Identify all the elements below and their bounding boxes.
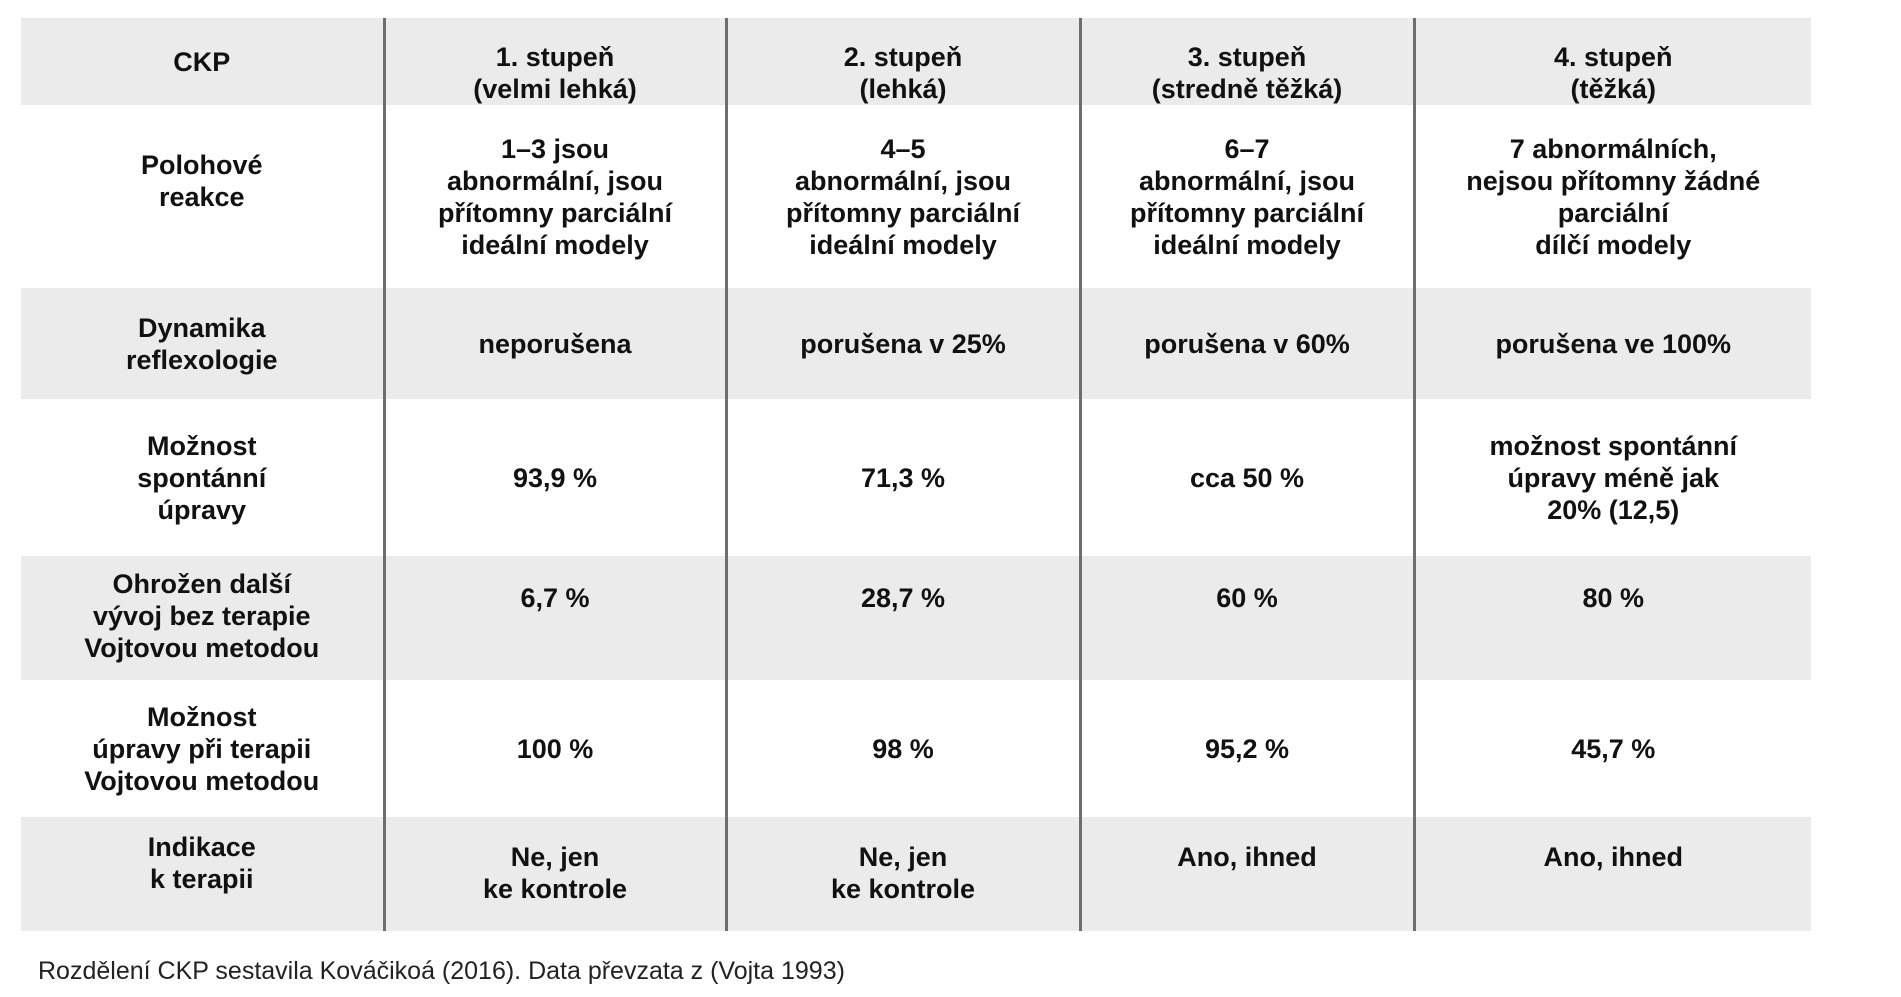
header-label: CKP bbox=[173, 47, 231, 77]
row-label: Možnost spontánní úpravy bbox=[137, 430, 267, 525]
cell-text: cca 50 % bbox=[1189, 462, 1305, 493]
table-cell: 4–5 abnormální, jsou přítomny parciální … bbox=[726, 105, 1082, 288]
cell-text: 95,2 % bbox=[1204, 733, 1290, 764]
cell-text: 80 % bbox=[1582, 583, 1645, 613]
ckp-table: CKP 1. stupeň (velmi lehká) 2. stupeň (l… bbox=[21, 18, 1811, 931]
table-cell: porušena v 60% bbox=[1080, 288, 1416, 399]
table-cell: 6,7 % bbox=[384, 556, 728, 680]
table-row: Možnost spontánní úpravy 93,9 % 71,3 % c… bbox=[21, 399, 1811, 556]
table-cell: 95,2 % bbox=[1080, 680, 1416, 817]
row-label: Ohrožen další vývoj bez terapie Vojtovou… bbox=[84, 569, 320, 663]
table-row: Indikace k terapii Ne, jen ke kontrole N… bbox=[21, 817, 1811, 931]
table-cell: 7 abnormálních, nejsou přítomny žádné pa… bbox=[1414, 105, 1811, 288]
table-cell: porušena v 25% bbox=[726, 288, 1082, 399]
cell-text: 93,9 % bbox=[512, 462, 598, 493]
header-col-4-text: 4. stupeň (těžká) bbox=[1553, 42, 1673, 104]
table-cell: Ne, jen ke kontrole bbox=[726, 817, 1082, 931]
table-cell: porušena ve 100% bbox=[1414, 288, 1811, 399]
cell-text: 71,3 % bbox=[860, 462, 946, 493]
table-cell: 98 % bbox=[726, 680, 1082, 817]
cell-text: 6–7 abnormální, jsou přítomny parciální … bbox=[1129, 134, 1365, 260]
cell-text: neporušena bbox=[478, 328, 632, 359]
row-label: Dynamika reflexologie bbox=[125, 312, 278, 375]
header-col-1-text: 1. stupeň (velmi lehká) bbox=[473, 42, 637, 104]
cell-text: 4–5 abnormální, jsou přítomny parciální … bbox=[785, 134, 1021, 260]
cell-text: Ano, ihned bbox=[1177, 842, 1317, 872]
row-label-cell: Ohrožen další vývoj bez terapie Vojtovou… bbox=[21, 556, 386, 680]
table-cell: 28,7 % bbox=[726, 556, 1082, 680]
table-cell: Ano, ihned bbox=[1414, 817, 1811, 931]
cell-text: 1–3 jsou abnormální, jsou přítomny parci… bbox=[437, 134, 673, 260]
row-label: Polohové reakce bbox=[140, 150, 263, 212]
ckp-table-container: CKP 1. stupeň (velmi lehká) 2. stupeň (l… bbox=[21, 18, 1811, 931]
cell-text: Ne, jen ke kontrole bbox=[830, 842, 976, 904]
row-label-cell: Možnost spontánní úpravy bbox=[21, 399, 386, 556]
table-cell: 71,3 % bbox=[726, 399, 1082, 556]
header-col-2-text: 2. stupeň (lehká) bbox=[843, 42, 963, 104]
cell-text: 28,7 % bbox=[860, 583, 946, 613]
table-cell: 45,7 % bbox=[1414, 680, 1811, 817]
table-cell: cca 50 % bbox=[1080, 399, 1416, 556]
row-label-cell: Možnost úpravy při terapii Vojtovou meto… bbox=[21, 680, 386, 817]
table-cell: 100 % bbox=[384, 680, 728, 817]
cell-text: 45,7 % bbox=[1571, 733, 1656, 764]
cell-text: 60 % bbox=[1216, 583, 1278, 613]
table-cell: Ano, ihned bbox=[1080, 817, 1416, 931]
header-label-cell: CKP bbox=[21, 18, 386, 105]
cell-text: porušena ve 100% bbox=[1495, 328, 1732, 359]
cell-text: 7 abnormálních, nejsou přítomny žádné pa… bbox=[1466, 134, 1761, 260]
table-cell: 80 % bbox=[1414, 556, 1811, 680]
cell-text: 6,7 % bbox=[520, 583, 590, 613]
header-col-1: 1. stupeň (velmi lehká) bbox=[384, 18, 728, 105]
table-row: Možnost úpravy při terapii Vojtovou meto… bbox=[21, 680, 1811, 817]
cell-text: Ano, ihned bbox=[1543, 842, 1683, 872]
table-cell: 1–3 jsou abnormální, jsou přítomny parci… bbox=[384, 105, 728, 288]
header-col-4: 4. stupeň (těžká) bbox=[1414, 18, 1811, 105]
table-cell: Ne, jen ke kontrole bbox=[384, 817, 728, 931]
cell-text: Ne, jen ke kontrole bbox=[482, 842, 628, 904]
header-col-2: 2. stupeň (lehká) bbox=[726, 18, 1082, 105]
row-label-cell: Polohové reakce bbox=[21, 105, 386, 288]
table-row: Dynamika reflexologie neporušena porušen… bbox=[21, 288, 1811, 399]
row-label-cell: Dynamika reflexologie bbox=[21, 288, 386, 399]
cell-text: porušena v 25% bbox=[800, 328, 1006, 359]
header-row: CKP 1. stupeň (velmi lehká) 2. stupeň (l… bbox=[21, 18, 1811, 105]
header-col-3: 3. stupeň (stredně těžká) bbox=[1080, 18, 1416, 105]
row-label: Možnost úpravy při terapii Vojtovou meto… bbox=[84, 701, 320, 796]
header-col-3-text: 3. stupeň (stredně těžká) bbox=[1151, 42, 1343, 104]
table-cell: 60 % bbox=[1080, 556, 1416, 680]
table-cell: možnost spontánní úpravy méně jak 20% (1… bbox=[1414, 399, 1811, 556]
cell-text: porušena v 60% bbox=[1144, 328, 1350, 359]
table-row: Polohové reakce 1–3 jsou abnormální, jso… bbox=[21, 105, 1811, 288]
cell-text: 100 % bbox=[516, 733, 594, 764]
table-cell: 6–7 abnormální, jsou přítomny parciální … bbox=[1080, 105, 1416, 288]
cell-text: možnost spontánní úpravy méně jak 20% (1… bbox=[1489, 430, 1737, 525]
row-label: Indikace k terapii bbox=[147, 832, 256, 894]
table-cell: 93,9 % bbox=[384, 399, 728, 556]
table-cell: neporušena bbox=[384, 288, 728, 399]
row-label-cell: Indikace k terapii bbox=[21, 817, 386, 931]
table-row: Ohrožen další vývoj bez terapie Vojtovou… bbox=[21, 556, 1811, 680]
table-caption: Rozdělení CKP sestavila Kováčikoá (2016)… bbox=[38, 957, 845, 985]
cell-text: 98 % bbox=[872, 733, 934, 764]
